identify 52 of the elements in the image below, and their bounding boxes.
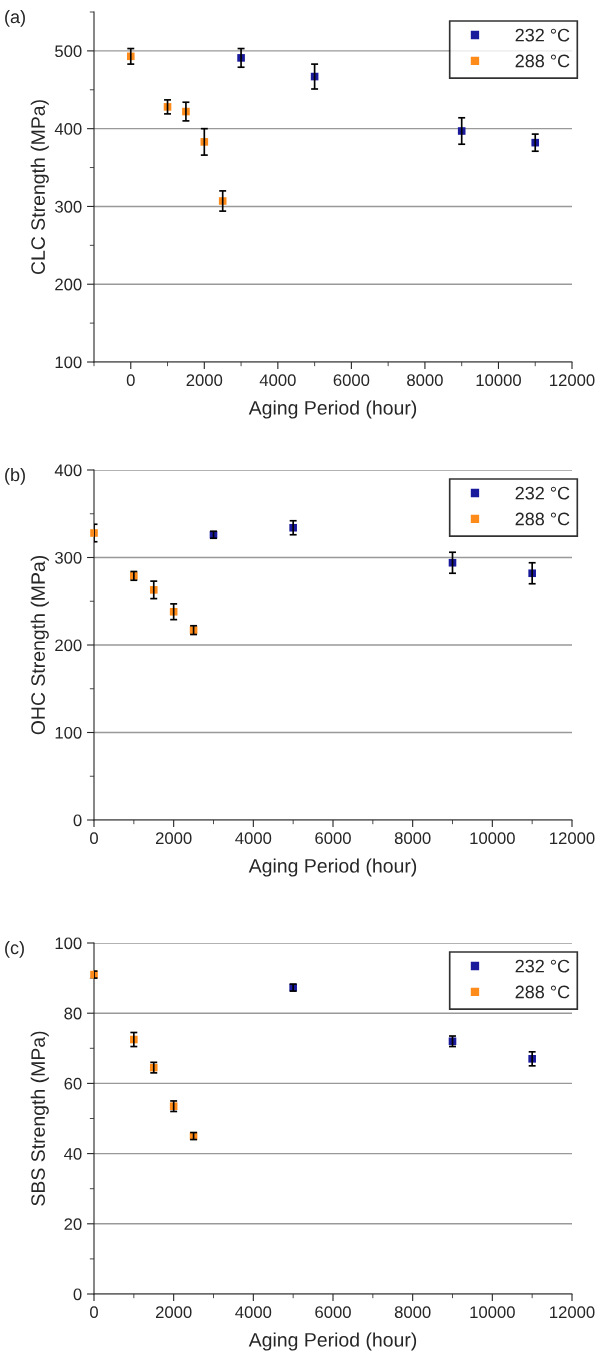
legend-label: 288 °C (515, 54, 570, 68)
y-tick-label: 200 (55, 639, 82, 652)
x-axis-title: Aging Period (hour) (248, 1332, 417, 1351)
legend-label: 232 °C (515, 959, 570, 973)
y-tick-label: 100 (55, 726, 82, 739)
x-tick-label: 0 (90, 832, 98, 845)
y-tick-label: 400 (54, 464, 82, 477)
y-tick-label: 300 (55, 551, 82, 564)
y-tick-label: 40 (64, 1148, 82, 1160)
legend-label: 288 °C (515, 512, 570, 526)
x-tick-label: 12000 (550, 832, 595, 845)
x-tick-label: 2000 (155, 1306, 192, 1319)
x-tick-label: 6000 (315, 832, 351, 845)
y-tick-label: 60 (64, 1077, 82, 1090)
x-tick-label: 8000 (407, 374, 443, 387)
y-tick-label: 300 (55, 200, 82, 213)
x-tick-label: 2000 (186, 374, 223, 387)
y-tick-label: 0 (73, 1288, 82, 1301)
chart-title: (c) (5, 941, 24, 958)
x-tick-label: 10000 (476, 374, 521, 387)
y-tick-label: 100 (55, 937, 82, 950)
x-tick-label: 12000 (550, 1306, 595, 1319)
x-tick-label: 8000 (394, 1306, 431, 1319)
y-tick-label: 200 (55, 278, 82, 291)
x-tick-label: 0 (126, 374, 135, 387)
x-tick-label: 6000 (315, 1306, 351, 1319)
y-tick-label: 80 (64, 1007, 82, 1020)
x-tick-label: 0 (90, 1306, 98, 1319)
chart-title: (b) (5, 468, 25, 485)
x-tick-label: 6000 (333, 374, 370, 387)
x-tick-label: 10000 (470, 1306, 515, 1319)
legend-label: 288 °C (515, 985, 570, 999)
y-tick-label: 500 (55, 45, 82, 58)
x-tick-label: 4000 (235, 1306, 272, 1319)
y-tick-label: 400 (54, 123, 82, 135)
x-tick-label: 4000 (235, 832, 272, 845)
y-tick-label: 20 (64, 1218, 82, 1230)
x-tick-label: 10000 (470, 832, 515, 845)
x-tick-label: 12000 (550, 374, 595, 387)
x-axis-title: Aging Period (hour) (248, 400, 417, 419)
x-tick-label: 4000 (259, 374, 296, 387)
y-axis-title: OHC Strength (MPa) (30, 555, 49, 735)
x-axis-title: Aging Period (hour) (248, 858, 417, 877)
x-tick-label: 8000 (394, 832, 431, 845)
y-axis-title: CLC Strength (MPa) (30, 100, 49, 275)
y-tick-label: 100 (55, 356, 82, 369)
y-tick-label: 0 (73, 814, 82, 827)
x-tick-label: 2000 (155, 832, 192, 845)
legend-label: 232 °C (515, 28, 570, 42)
y-axis-title: SBS Strength (MPa) (30, 1031, 49, 1206)
legend-label: 232 °C (515, 486, 570, 500)
chart-title: (a) (5, 10, 25, 27)
